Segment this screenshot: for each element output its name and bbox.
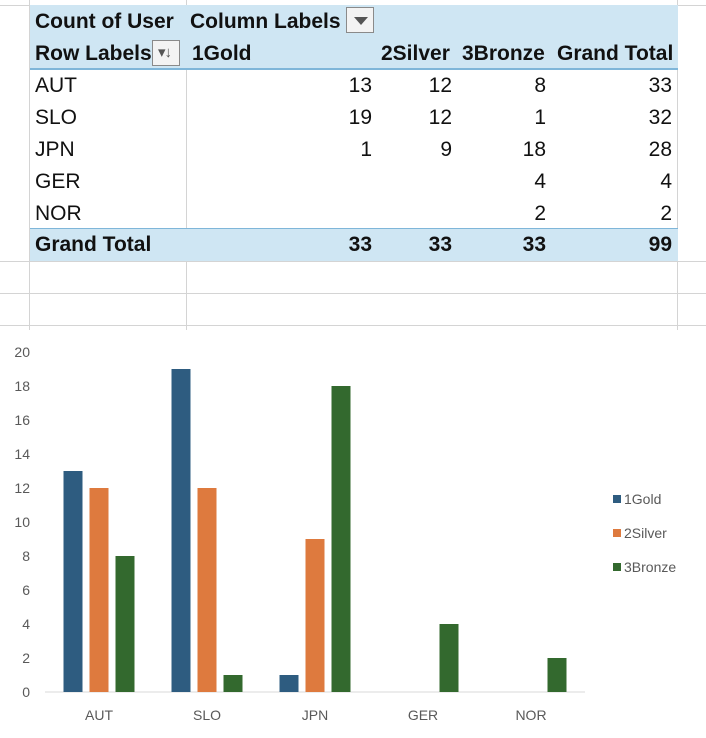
cell-value: 2 — [534, 202, 546, 225]
cell-value: 12 — [428, 106, 452, 129]
cell-value: 1 — [360, 138, 372, 161]
filter-sort-icon: ▾↓ — [158, 44, 172, 61]
grid-line — [29, 0, 30, 330]
legend-label: 2Silver — [624, 525, 667, 541]
row-filter-sort-button[interactable]: ▾↓ — [152, 40, 180, 66]
legend-label: 1Gold — [624, 491, 661, 507]
x-tick-label: NOR — [515, 707, 546, 723]
bar-1gold-aut — [63, 471, 83, 692]
total-value: 33 — [522, 233, 546, 256]
col-header-1gold: 1Gold — [192, 42, 252, 65]
bar-3bronze-aut — [115, 556, 135, 692]
bar-3bronze-ger — [439, 624, 459, 692]
grid-line — [186, 0, 187, 330]
y-tick-label: 16 — [14, 412, 30, 428]
row-label: SLO — [35, 106, 78, 129]
column-labels: Column Labels — [190, 10, 341, 33]
y-tick-label: 10 — [14, 514, 30, 530]
pivot-total-band — [30, 229, 678, 261]
y-tick-label: 2 — [22, 650, 30, 666]
y-tick-label: 8 — [22, 548, 30, 564]
medal-bar-chart[interactable]: 0 2 4 6 8 10 12 14 16 18 20 AUT SLO JPN GER NOR 1Gold 2Si… — [0, 330, 706, 738]
chevron-down-icon — [354, 17, 368, 25]
y-tick-label: 14 — [14, 446, 30, 462]
bar-3bronze-jpn — [331, 386, 351, 692]
y-tick-label: 18 — [14, 378, 30, 394]
row-labels: Row Labels — [35, 42, 152, 65]
bar-2silver-slo — [197, 488, 217, 692]
legend-swatch — [613, 495, 621, 503]
row-label: AUT — [35, 74, 77, 97]
y-tick-label: 4 — [22, 616, 30, 632]
cell-value: 1 — [534, 106, 546, 129]
x-tick-label: AUT — [85, 707, 113, 723]
y-tick-label: 12 — [14, 480, 30, 496]
legend-swatch — [613, 529, 621, 537]
grid-line — [0, 261, 706, 262]
bar-3bronze-nor — [547, 658, 567, 692]
total-label: Grand Total — [35, 233, 152, 256]
pivot-header-border — [30, 68, 678, 70]
pivot-total-border — [30, 228, 678, 229]
cell-value: 12 — [428, 74, 452, 97]
y-tick-label: 20 — [14, 344, 30, 360]
x-tick-label: GER — [408, 707, 438, 723]
bar-2silver-jpn — [305, 539, 325, 692]
cell-value: 2 — [660, 202, 672, 225]
total-value: 99 — [648, 233, 672, 256]
col-header-grand-total: Grand Total — [557, 42, 674, 65]
y-tick-label: 6 — [22, 582, 30, 598]
cell-value: 18 — [522, 138, 546, 161]
bar-1gold-slo — [171, 369, 191, 692]
legend-swatch — [613, 563, 621, 571]
cell-value: 13 — [348, 74, 372, 97]
grid-line — [0, 325, 706, 326]
row-label: JPN — [35, 138, 75, 161]
legend-label: 3Bronze — [624, 559, 676, 575]
pivot-table: Count of User Column Labels Row Labels ▾… — [0, 0, 706, 330]
column-filter-button[interactable] — [346, 7, 374, 33]
y-tick-label: 0 — [22, 684, 30, 700]
bar-2silver-aut — [89, 488, 109, 692]
cell-value: 19 — [348, 106, 372, 129]
grid-line — [677, 0, 678, 330]
x-tick-label: JPN — [302, 707, 328, 723]
cell-value: 9 — [440, 138, 452, 161]
grid-line — [0, 293, 706, 294]
pivot-value-field: Count of User — [35, 10, 174, 33]
cell-value: 33 — [648, 74, 672, 97]
cell-value: 4 — [660, 170, 672, 193]
chart-svg: 0 2 4 6 8 10 12 14 16 18 20 AUT SLO JPN GER NOR 1Gold 2Si… — [14, 344, 676, 723]
col-header-2silver: 2Silver — [381, 42, 450, 65]
total-value: 33 — [428, 233, 452, 256]
row-label: GER — [35, 170, 81, 193]
row-label: NOR — [35, 202, 82, 225]
cell-value: 28 — [648, 138, 672, 161]
bar-3bronze-slo — [223, 675, 243, 692]
col-header-3bronze: 3Bronze — [462, 42, 545, 65]
cell-value: 4 — [534, 170, 546, 193]
bar-1gold-jpn — [279, 675, 299, 692]
cell-value: 8 — [534, 74, 546, 97]
x-tick-label: SLO — [193, 707, 221, 723]
cell-value: 32 — [648, 106, 672, 129]
total-value: 33 — [348, 233, 372, 256]
